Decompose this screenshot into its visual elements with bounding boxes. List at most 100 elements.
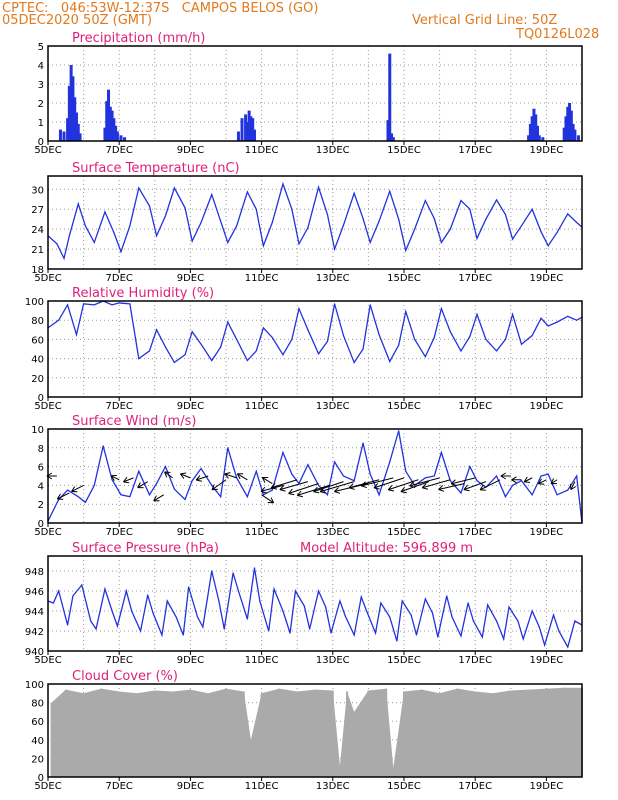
series-point <box>574 620 576 622</box>
series-point <box>378 494 380 496</box>
series-point <box>90 620 92 622</box>
wind-arrow-head <box>180 472 187 475</box>
series-point <box>467 602 469 604</box>
series-point <box>93 304 95 306</box>
series-point <box>504 213 507 216</box>
series-point <box>531 494 533 496</box>
wind-arrow <box>313 481 344 493</box>
panel-2: 18 21 24 27 30 5DEC 7DEC 9DEC 11DEC 13DEC 15DEC 17D… <box>31 161 583 284</box>
cloud-bar <box>353 711 356 777</box>
series-point <box>433 217 435 220</box>
series-point <box>63 257 65 259</box>
precip-bar <box>251 118 255 141</box>
series-point <box>487 604 489 606</box>
precip-bar <box>114 125 118 141</box>
cloud-bar <box>420 689 423 777</box>
series-point <box>451 616 453 618</box>
series-point <box>317 590 320 592</box>
series-point <box>211 484 213 486</box>
series-point <box>289 632 291 634</box>
cloud-bar <box>82 693 85 777</box>
wind-arrow-head <box>451 483 457 487</box>
y-tick-label: 6 <box>38 463 44 474</box>
wind-arrow-head <box>313 491 320 494</box>
series-point <box>326 340 329 342</box>
wind-arrow-head <box>361 485 368 489</box>
series-point <box>255 350 257 352</box>
series-point <box>58 319 60 321</box>
series-point <box>309 628 311 630</box>
y-tick-label: 940 <box>25 647 44 658</box>
precip-bar <box>71 76 75 141</box>
series-point <box>531 208 533 210</box>
series-point <box>271 336 273 339</box>
wind-arrow <box>523 477 533 483</box>
wind-arrow-head <box>500 475 507 480</box>
series-point <box>389 360 391 363</box>
series-point <box>111 479 113 481</box>
y-tick-label: 24 <box>31 225 44 236</box>
precip-bar <box>564 116 568 141</box>
precip-bar <box>69 65 73 141</box>
wind-arrow-head <box>236 473 241 480</box>
series-point <box>576 475 578 477</box>
panel-title: Precipitation (mm/h) <box>72 31 205 46</box>
series-point <box>148 494 151 496</box>
x-tick-label: 13DEC <box>316 655 350 666</box>
wind-arrow-head <box>570 486 577 491</box>
series-point <box>255 470 257 472</box>
series-point <box>131 610 133 612</box>
precip-bar <box>115 131 119 141</box>
wind-arrow <box>463 481 487 491</box>
series-point <box>262 494 264 496</box>
series-point <box>232 572 234 574</box>
panel-frame <box>47 683 583 778</box>
series-point <box>223 628 225 630</box>
series-point <box>125 590 127 592</box>
wind-arrow <box>261 494 274 504</box>
series-point <box>93 241 95 244</box>
series-point <box>317 186 320 188</box>
series-point <box>531 334 533 337</box>
x-tick-label: 7DEC <box>106 273 133 284</box>
series-point <box>196 616 199 618</box>
series-point <box>504 496 507 498</box>
series-point <box>508 606 510 608</box>
precip-bar <box>528 123 532 141</box>
wind-arrow <box>196 475 209 481</box>
precip-bar <box>62 131 66 141</box>
cloud-bar <box>403 691 405 777</box>
precip-bar <box>119 135 123 141</box>
precip-bar <box>105 101 109 141</box>
y-tick-label: 2 <box>38 99 44 110</box>
series-point <box>184 354 186 356</box>
series-point <box>495 475 498 477</box>
series-point <box>102 445 104 447</box>
x-tick-label: 9DEC <box>177 145 204 156</box>
wind-arrow-head <box>260 486 266 492</box>
series-point <box>460 635 462 637</box>
wind-arrow <box>180 473 191 479</box>
x-tick-label: 13DEC <box>316 145 350 156</box>
precip-bar <box>103 127 107 141</box>
x-tick-label: 11DEC <box>245 527 279 538</box>
x-tick-label: 15DEC <box>387 401 421 412</box>
x-tick-label: 13DEC <box>316 527 350 538</box>
series-point <box>273 588 275 590</box>
series-point <box>307 464 309 466</box>
y-tick-label: 0 <box>38 519 44 530</box>
series-point <box>344 615 346 617</box>
series-point <box>460 199 462 202</box>
series-point <box>374 632 377 634</box>
wind-arrow <box>224 473 237 479</box>
series-point <box>68 235 70 237</box>
wind-arrow <box>422 479 451 489</box>
wind-arrow-head <box>373 483 379 489</box>
wind-arrow <box>110 475 120 481</box>
x-tick-label: 5DEC <box>34 145 61 156</box>
series-point <box>414 338 416 340</box>
precip-bar <box>532 108 536 141</box>
series-point <box>342 334 345 337</box>
wind-arrow <box>570 481 576 490</box>
x-tick-label: 9DEC <box>177 273 204 284</box>
